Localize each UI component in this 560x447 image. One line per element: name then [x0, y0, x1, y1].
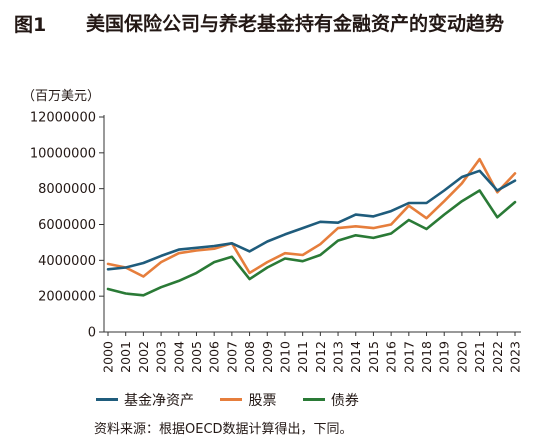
series-line-bond — [106, 189, 517, 297]
x-tick-label: 2023 — [508, 341, 523, 373]
x-tick-label: 2004 — [171, 341, 186, 373]
x-tick-label: 2014 — [348, 341, 363, 373]
x-tick-label: 2011 — [295, 341, 310, 373]
legend-swatch-stock — [220, 398, 243, 401]
legend-item-fund: 基金净资产 — [96, 390, 194, 410]
x-tick-label: 2015 — [366, 341, 381, 373]
x-tick-label: 2017 — [401, 341, 416, 373]
source-note: 资料来源：根据OECD数据计算得出，下同。 — [94, 422, 353, 437]
x-tick-label: 2016 — [384, 341, 399, 373]
x-tick-label: 2001 — [118, 341, 133, 373]
legend-item-stock: 股票 — [220, 390, 276, 410]
y-tick-label: 10000000 — [30, 146, 96, 161]
x-tick-label: 2010 — [277, 341, 292, 373]
y-tick-label: 2000000 — [38, 290, 96, 305]
x-tick-label: 2007 — [224, 341, 239, 373]
series-line-fund — [106, 169, 517, 271]
y-tick-label: 4000000 — [38, 254, 96, 269]
x-tick-label: 2012 — [313, 341, 328, 373]
x-tick-label: 2008 — [242, 341, 257, 373]
series-line-stock — [106, 157, 517, 278]
legend: 基金净资产 股票 债券 — [96, 389, 381, 410]
legend-label-bond: 债券 — [330, 392, 359, 409]
x-tick-label: 2006 — [207, 341, 222, 373]
legend-swatch-fund — [96, 398, 118, 401]
x-tick-label: 2002 — [136, 341, 151, 373]
x-tick-label: 2018 — [419, 341, 434, 373]
legend-swatch-bond — [302, 398, 325, 401]
y-tick-label: 8000000 — [38, 182, 96, 197]
x-tick-label: 2005 — [189, 341, 204, 373]
y-tick-label: 12000000 — [30, 111, 96, 126]
x-tick-label: 2000 — [101, 341, 116, 373]
x-tick-label: 2019 — [437, 341, 452, 373]
x-tick-label: 2022 — [490, 341, 505, 373]
legend-item-bond: 债券 — [302, 390, 359, 410]
legend-label-fund: 基金净资产 — [124, 392, 194, 409]
legend-label-stock: 股票 — [248, 392, 277, 409]
figure-title: 美国保险公司与养老基金持有金融资产的变动趋势 — [86, 13, 505, 35]
y-tick-label: 6000000 — [38, 218, 96, 233]
line-chart: 0 2000000 4000000 6000000 8000000 10000000 120… — [30, 111, 523, 373]
x-tick-label: 2020 — [454, 341, 469, 373]
x-tick-label: 2009 — [260, 341, 275, 373]
x-tick-label: 2013 — [331, 341, 346, 373]
x-tick-label: 2003 — [154, 341, 169, 373]
x-tick-label: 2021 — [472, 341, 487, 373]
figure-number: 图1 — [14, 14, 47, 36]
y-axis-unit: （百万美元） — [22, 89, 101, 104]
y-tick-label: 0 — [88, 326, 96, 341]
